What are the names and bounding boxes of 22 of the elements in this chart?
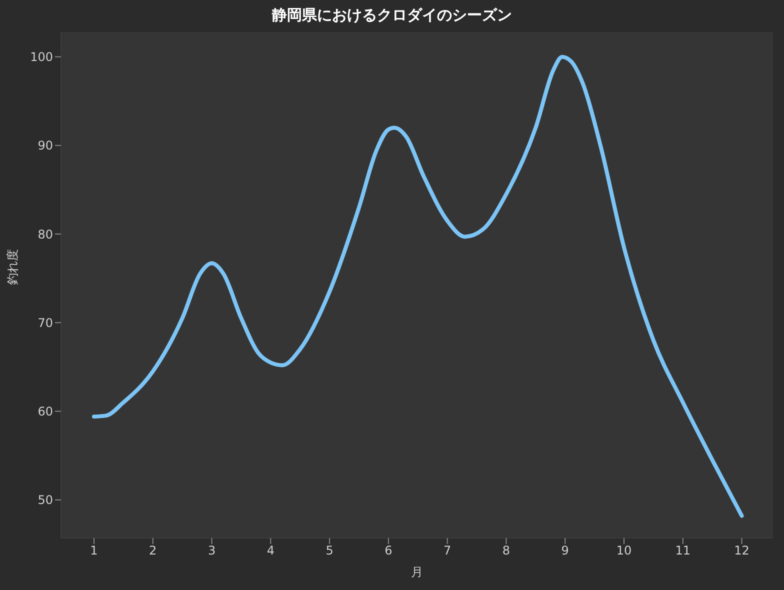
x-tick-label: 7: [444, 544, 452, 558]
x-tick-label: 2: [149, 544, 157, 558]
x-tick-label: 4: [266, 544, 274, 558]
chart-title: 静岡県におけるクロダイのシーズン: [270, 6, 513, 25]
x-tick-label: 1: [90, 544, 98, 558]
x-tick-label: 9: [561, 544, 569, 558]
x-tick-label: 6: [384, 544, 392, 558]
y-tick-label: 100: [30, 50, 53, 64]
y-tick-label: 90: [38, 138, 53, 153]
x-tick-label: 10: [616, 544, 632, 558]
line-series: [92, 54, 744, 518]
y-tick-label: 50: [38, 493, 53, 508]
y-axis-title: 釣れ度: [5, 249, 20, 285]
x-tick-label: 5: [326, 544, 334, 558]
x-tick-label: 8: [502, 544, 510, 558]
y-tick-label: 80: [38, 227, 53, 242]
x-tick-label: 3: [208, 544, 216, 558]
x-tick-label: 12: [734, 544, 750, 558]
y-tick-label: 60: [38, 404, 53, 419]
y-tick-label: 70: [38, 316, 53, 330]
x-tick-label: 11: [675, 544, 691, 558]
x-axis-title: 月: [411, 565, 423, 579]
